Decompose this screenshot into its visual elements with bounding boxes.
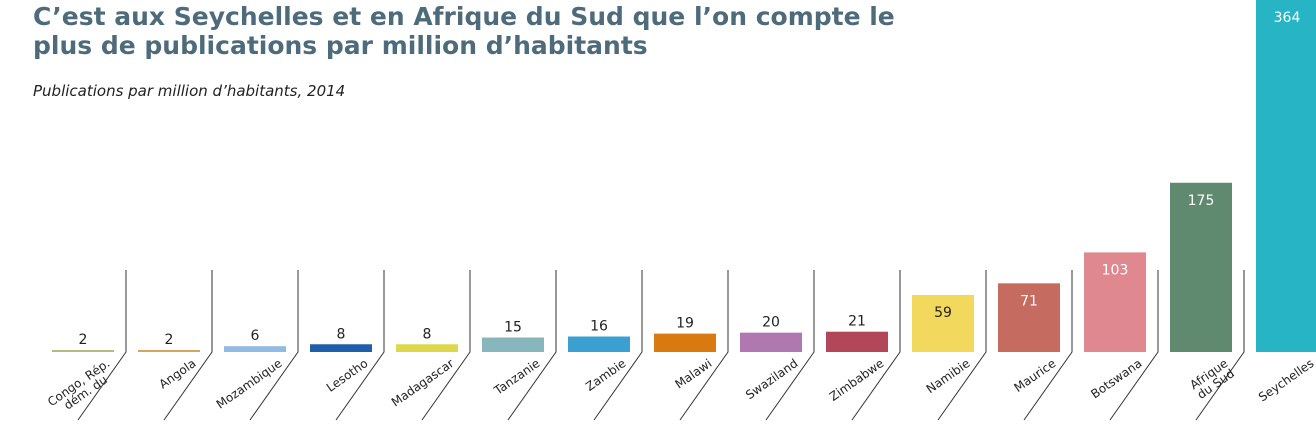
separator bbox=[163, 270, 213, 421]
separator bbox=[507, 270, 557, 421]
bar bbox=[138, 350, 200, 352]
chart-subtitle: Publications par million d’habitants, 20… bbox=[33, 82, 346, 100]
separator bbox=[1195, 270, 1245, 421]
value-label: 2 bbox=[165, 332, 174, 348]
separator bbox=[851, 270, 901, 421]
bar bbox=[912, 294, 974, 352]
separator bbox=[765, 270, 815, 421]
bar bbox=[482, 337, 544, 352]
bar bbox=[998, 283, 1060, 352]
bar bbox=[826, 331, 888, 352]
value-label: 175 bbox=[1188, 193, 1215, 209]
value-label: 19 bbox=[676, 316, 694, 332]
separator bbox=[593, 270, 643, 421]
bar bbox=[310, 344, 372, 352]
value-label: 2 bbox=[79, 332, 88, 348]
value-label: 8 bbox=[337, 326, 346, 342]
value-label: 16 bbox=[590, 319, 608, 335]
separator bbox=[937, 270, 987, 421]
value-label: 71 bbox=[1020, 293, 1038, 309]
value-label: 6 bbox=[251, 328, 260, 344]
separator bbox=[1023, 270, 1073, 421]
separator bbox=[1109, 270, 1159, 421]
bar bbox=[1084, 252, 1146, 352]
separator bbox=[421, 270, 471, 421]
bar bbox=[52, 350, 114, 352]
bar bbox=[654, 333, 716, 352]
bar bbox=[740, 332, 802, 352]
separator bbox=[249, 270, 299, 421]
bar bbox=[568, 336, 630, 352]
separator bbox=[679, 270, 729, 421]
value-label: 103 bbox=[1102, 262, 1129, 278]
value-label: 8 bbox=[423, 326, 432, 342]
bar bbox=[224, 346, 286, 352]
value-label: 20 bbox=[762, 315, 780, 331]
value-label: 364 bbox=[1274, 10, 1301, 26]
chart-title: C’est aux Seychelles et en Afrique du Su… bbox=[33, 2, 895, 60]
value-label: 21 bbox=[848, 314, 866, 330]
separator bbox=[335, 270, 385, 421]
value-label: 59 bbox=[934, 305, 952, 321]
value-label: 15 bbox=[504, 319, 522, 335]
bar bbox=[396, 344, 458, 352]
separator bbox=[77, 270, 127, 421]
bar bbox=[1256, 0, 1316, 352]
bar bbox=[1170, 182, 1232, 352]
